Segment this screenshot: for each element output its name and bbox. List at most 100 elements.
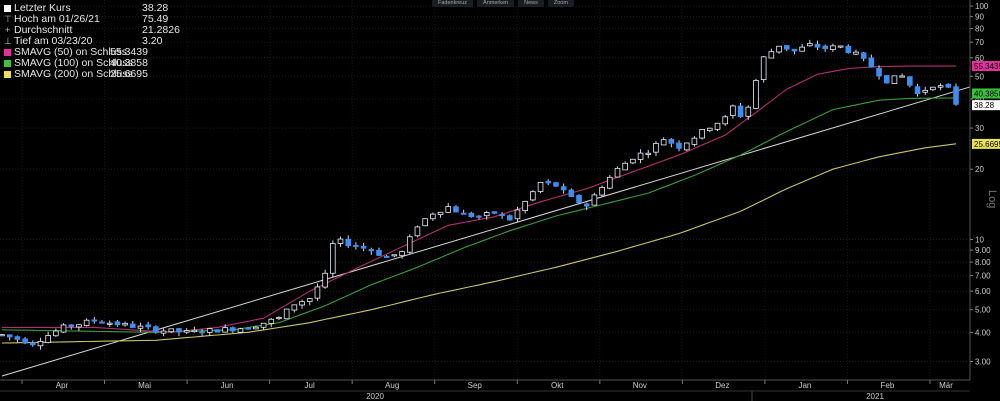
candle [430,213,436,220]
candle [714,122,721,130]
legend-value: 21.2826 [142,24,180,36]
candle [737,105,744,118]
sma50-tag: 55.3439 [974,62,1000,71]
x-year-label: 2020 [366,392,384,401]
legend-label: SMAVG (100) on Schluss [14,57,133,69]
candle [68,324,75,327]
candle [753,80,759,109]
candle [745,106,752,117]
sma100-tag-bg [972,88,1000,99]
candle [930,86,936,91]
candle [276,317,282,320]
y-tick-label: 70 [975,38,984,47]
legend: Letzter Kurs 38.28 ⊤ Hoch am 01/26/21 75.49 +… [4,3,180,80]
candle [214,329,221,333]
candle [453,206,459,213]
candle [776,45,782,53]
candle [22,338,28,344]
candle [0,334,5,337]
y-tick-label: 5.00 [975,306,991,315]
candle [253,326,259,330]
candle [414,226,421,237]
candle [199,331,205,334]
candle [83,319,90,326]
candle [830,45,836,50]
candle [845,45,852,54]
legend-value: 40.3858 [110,57,148,69]
candle [6,334,13,338]
y-tick-label: 6.00 [975,287,991,296]
candle [330,243,336,274]
toolbar-button[interactable]: Anmerken [477,0,515,7]
legend-item: SMAVG (100) on Schluss 40.3858 [4,58,180,69]
x-tick-label: Nov [633,381,647,390]
candle [153,326,159,333]
candle [191,329,198,333]
toolbar-button[interactable]: Fadenkreuz [432,0,474,7]
candle [545,180,552,184]
x-tick-label: Sep [468,381,483,390]
x-tick-label: Aug [385,381,399,390]
candle [122,322,128,326]
candle [899,75,905,78]
candle [345,238,352,247]
tee-icon: ⊤ [4,14,12,24]
candle [14,336,21,340]
candle [445,206,452,213]
candle [129,323,136,328]
candle [937,85,944,88]
candle [368,249,375,252]
sma200-line [1,143,957,344]
candle [237,328,244,333]
candle [283,308,290,320]
candle [653,143,659,153]
candle [768,51,775,59]
candle [568,189,575,197]
candle [760,56,767,80]
x-tick-label: Jul [305,381,315,390]
last-price-tag: 38.28 [974,101,995,110]
y-tick-label: 20 [975,165,984,174]
candle [537,181,544,192]
toolbar-button[interactable]: News [518,0,544,7]
candle [60,324,67,333]
legend-label: Hoch am 01/26/21 [14,13,100,25]
candle [260,322,267,328]
candle [853,51,859,55]
legend-label: Durchschnitt [14,24,73,36]
x-tick-label: Apr [56,381,69,390]
candle [491,211,498,214]
x-tick-label: Jun [221,381,234,390]
candle [337,238,344,244]
x-tick-label: Mai [138,381,151,390]
candle [807,43,813,47]
legend-label: Tief am 03/23/20 [14,35,93,47]
y-tick-label: 8.00 [975,258,991,267]
candle [837,45,844,48]
sma50-tag-bg [972,60,1000,71]
candle [799,46,805,52]
candle [791,48,798,52]
candle [499,214,505,217]
candle [560,186,567,191]
sma50-line [2,65,956,333]
candle [583,203,590,207]
candle [176,328,182,333]
sma200-tag: 25.6695 [974,140,1000,149]
candle [868,57,875,68]
candle [422,218,428,227]
candle [291,304,298,311]
x-tick-label: Mär [939,381,953,390]
toolbar-button[interactable]: Zoom [547,0,574,7]
candle [206,328,213,333]
candle [506,215,513,221]
candle [391,254,398,257]
bottom-icon: ⊥ [4,36,12,46]
sma200-tag-bg [972,138,1000,149]
y-tick-label: 10 [975,235,984,244]
x-axis: Apr Mai Jun Jul Aug Sep Okt Nov Dez Jan Feb Mär 2020… [0,379,970,401]
candle [322,272,328,288]
y-tick-label: 3.00 [975,358,991,367]
candle [406,236,413,253]
